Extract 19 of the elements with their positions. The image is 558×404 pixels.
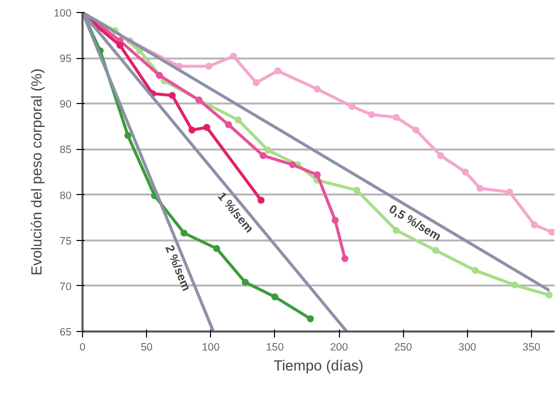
y-tick-label: 75 <box>60 235 72 248</box>
y-tick-label: 80 <box>60 190 72 202</box>
x-tick-label: 100 <box>202 342 220 354</box>
y-tick-label: 65 <box>60 326 72 338</box>
x-axis-title: Tiempo (días) <box>274 358 364 374</box>
y-tick-label: 95 <box>60 53 72 66</box>
x-tick-label: 300 <box>458 342 476 354</box>
text: 2 %/sem <box>162 243 194 293</box>
y-tick-label: 70 <box>60 280 72 293</box>
y-tick-label: 100 <box>54 8 72 20</box>
x-tick-label: 0 <box>80 342 86 354</box>
y-tick-label: 90 <box>60 98 72 111</box>
x-tick-label: 50 <box>140 342 153 354</box>
x-tick-label: 350 <box>522 342 540 354</box>
y-axis-title: Evolución del peso corporal (%) <box>30 68 46 276</box>
x-tick-label: 250 <box>394 342 412 354</box>
y-tick-label: 85 <box>60 144 72 156</box>
x-tick-label: 200 <box>330 342 348 354</box>
x-tick-label: 150 <box>266 342 284 354</box>
